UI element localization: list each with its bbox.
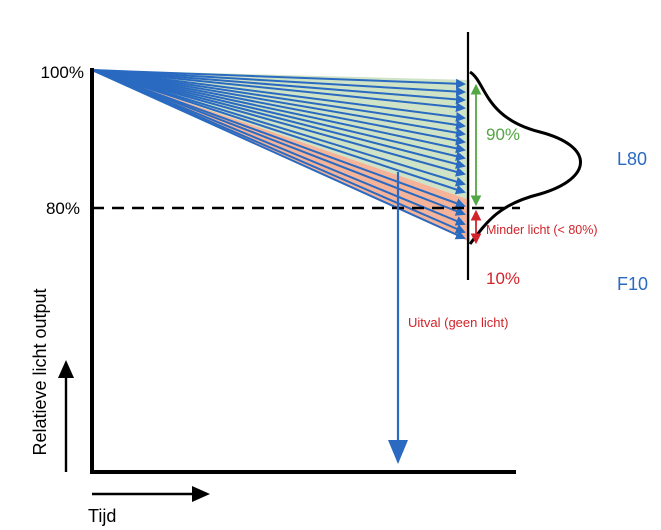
- degradation-arrow-7: [91, 69, 466, 138]
- failure-arrowhead: [388, 440, 408, 464]
- degradation-arrow-12: [91, 69, 466, 177]
- time-direction-arrowhead: [192, 486, 210, 502]
- degradation-arrow-1: [91, 69, 466, 89]
- label-minder-licht: Minder licht (< 80%): [486, 223, 598, 237]
- degradation-arrow-13: [91, 69, 466, 187]
- degradation-arrow-14: [91, 69, 466, 195]
- x-axis-title: Tijd: [88, 506, 116, 526]
- y-tick-100: 100%: [41, 63, 84, 82]
- y-tick-80: 80%: [46, 199, 80, 218]
- degradation-arrow-16: [91, 69, 466, 216]
- degradation-arrow-5: [91, 69, 466, 122]
- degradation-arrows: [91, 69, 466, 240]
- degradation-arrow-11: [91, 69, 466, 169]
- degradation-arrow-19: [91, 69, 466, 240]
- degradation-arrow-4: [91, 69, 466, 113]
- degradation-arrow-17: [91, 69, 466, 226]
- degradation-arrow-9: [91, 69, 466, 154]
- degradation-arrow-2: [91, 69, 466, 97]
- label-10-percent: 10%: [486, 269, 520, 288]
- degradation-arrow-3: [91, 69, 466, 105]
- degradation-arrow-10: [91, 69, 466, 162]
- y-axis-title: Relatieve licht output: [30, 288, 50, 455]
- label-uitval: Uitval (geen licht): [408, 315, 508, 330]
- degradation-arrow-6: [91, 69, 466, 130]
- output-direction-arrowhead: [58, 360, 74, 378]
- degradation-arrow-15: [91, 69, 466, 208]
- degradation-arrow-8: [91, 69, 466, 146]
- distribution-bell-curve: [468, 70, 582, 245]
- label-90-percent: 90%: [486, 125, 520, 144]
- label-l80: L80: [617, 149, 647, 169]
- label-f10: F10: [617, 274, 648, 294]
